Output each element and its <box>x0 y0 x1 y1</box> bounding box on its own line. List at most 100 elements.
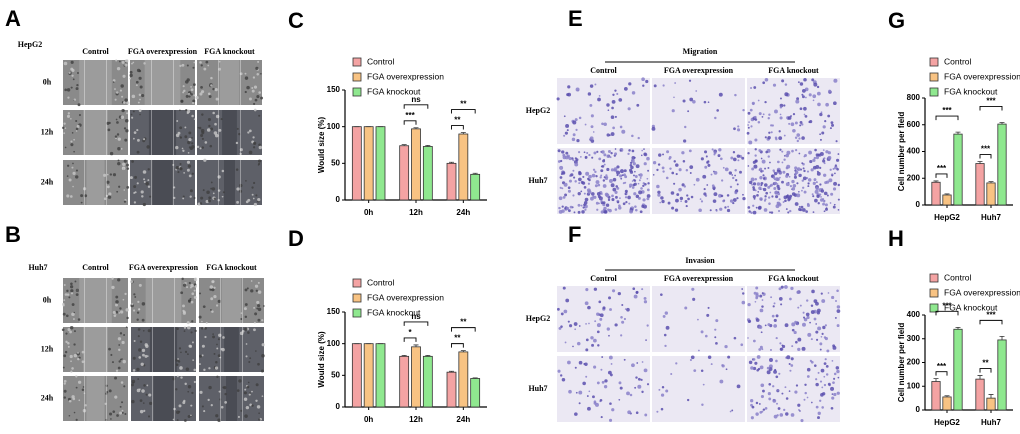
cell <box>798 190 800 193</box>
column-header: FGA knockout <box>768 66 819 75</box>
cell <box>221 195 224 198</box>
cell <box>142 202 146 207</box>
cell <box>781 180 784 184</box>
cell <box>793 330 797 335</box>
cell <box>788 175 791 178</box>
cell <box>747 126 750 129</box>
cell <box>115 118 118 121</box>
cell <box>141 348 146 353</box>
cell <box>805 312 810 317</box>
cell <box>802 186 805 189</box>
cell <box>64 127 67 130</box>
cell <box>221 169 225 173</box>
cell <box>135 84 138 87</box>
column-header: FGA overexpression <box>128 47 198 56</box>
cell <box>257 307 262 312</box>
cell <box>119 89 123 92</box>
cell <box>78 113 81 117</box>
cell <box>185 282 187 284</box>
cell <box>612 187 617 192</box>
cell <box>141 94 145 98</box>
cell <box>595 180 600 185</box>
cell <box>186 160 191 164</box>
cell <box>702 174 707 179</box>
cell <box>206 190 210 195</box>
wound-gap <box>83 327 108 372</box>
cell <box>776 160 780 164</box>
cell <box>641 361 644 363</box>
cell <box>560 159 563 163</box>
cell <box>786 355 791 360</box>
wound-gap <box>152 160 173 205</box>
cell <box>115 59 118 62</box>
cell <box>147 329 151 333</box>
cell <box>814 189 819 194</box>
cell <box>635 291 639 294</box>
cell <box>776 402 778 405</box>
cell <box>204 141 208 144</box>
cell <box>778 287 782 291</box>
cell <box>812 211 815 214</box>
cell <box>752 366 757 371</box>
y-tick-label: 0 <box>916 200 921 209</box>
cell <box>80 201 83 204</box>
cell <box>833 392 837 397</box>
cell <box>794 121 798 125</box>
cell <box>615 195 618 199</box>
cell <box>620 177 623 180</box>
cell <box>182 401 186 405</box>
cell <box>661 199 665 204</box>
cell <box>597 97 601 102</box>
cell <box>623 169 627 173</box>
cell <box>837 183 841 187</box>
cell <box>820 368 825 373</box>
cell <box>138 109 142 113</box>
cell <box>804 154 807 157</box>
cell <box>143 62 146 65</box>
cell <box>565 298 570 303</box>
cell <box>177 360 181 363</box>
cell <box>247 131 250 134</box>
cell <box>208 95 212 98</box>
cell <box>186 168 190 172</box>
cell <box>713 188 716 191</box>
cell <box>107 128 111 132</box>
cell <box>722 199 725 203</box>
cell <box>820 189 825 193</box>
cell <box>671 171 675 175</box>
cell <box>217 189 221 192</box>
legend-swatch <box>929 87 939 97</box>
cell <box>822 149 825 151</box>
legend-label: FGA overexpression <box>944 71 1020 81</box>
legend-label: Control <box>367 277 395 287</box>
cell <box>619 197 621 199</box>
cell <box>601 356 604 358</box>
cell <box>134 175 138 179</box>
cell <box>819 399 822 402</box>
cell <box>769 191 772 194</box>
cell <box>690 355 695 360</box>
cell <box>636 103 640 107</box>
cell <box>732 157 737 162</box>
cell <box>689 358 692 362</box>
cell <box>775 336 778 340</box>
cell <box>819 166 822 169</box>
significance-bracket <box>935 173 948 178</box>
cell <box>76 83 79 87</box>
cell <box>678 168 682 172</box>
cell <box>211 187 216 191</box>
cell <box>593 151 597 155</box>
cell <box>123 200 127 203</box>
cell <box>75 130 78 132</box>
cell <box>586 395 589 397</box>
cell <box>112 173 117 177</box>
cell <box>603 153 607 157</box>
cell <box>210 404 213 407</box>
cell <box>252 136 255 139</box>
cell <box>683 185 687 188</box>
cell <box>768 397 772 401</box>
cell <box>825 364 829 368</box>
cell <box>752 182 757 186</box>
cell <box>772 305 775 308</box>
cell <box>190 300 194 304</box>
